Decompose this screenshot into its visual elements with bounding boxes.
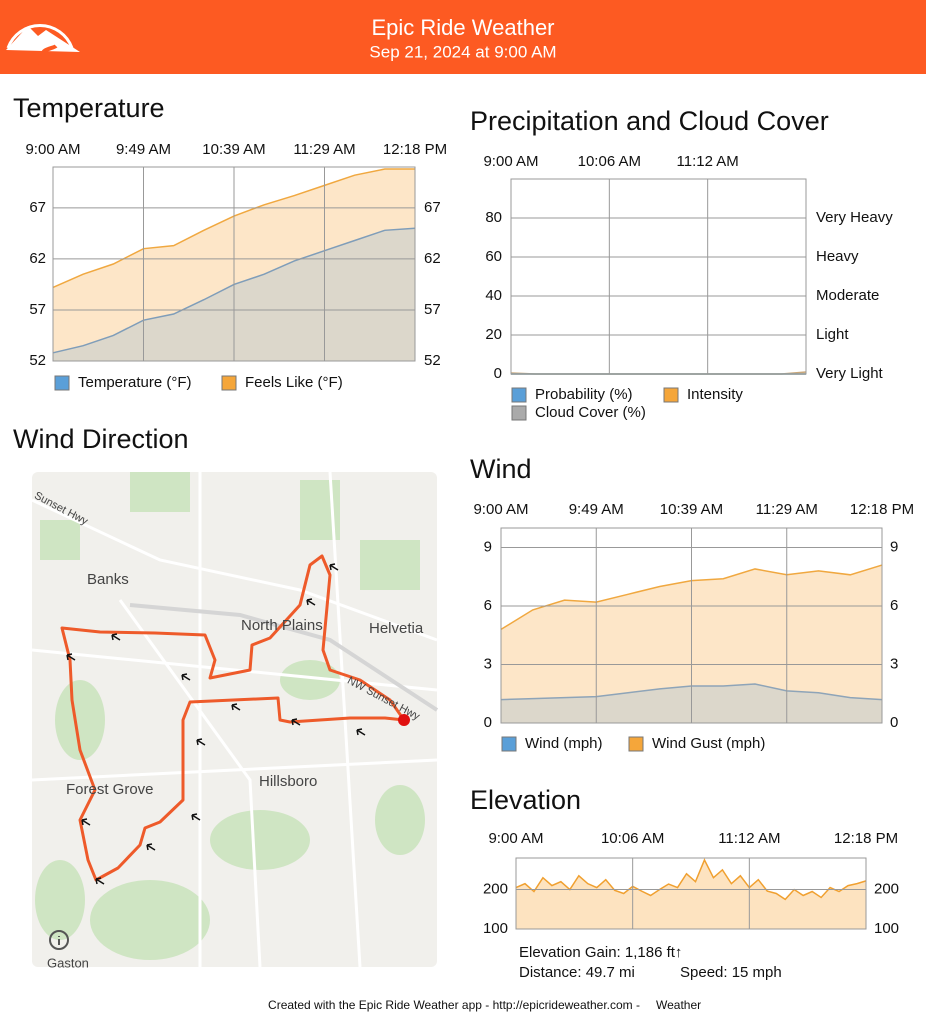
legend-label: Probability (%) [535, 386, 633, 403]
plot-border [510, 178, 807, 375]
plot-border [500, 527, 883, 724]
legend-swatch [628, 736, 644, 752]
time-label: 10:06 AM [601, 830, 664, 847]
time-label: 11:29 AM [293, 141, 355, 158]
series-line [515, 858, 867, 901]
map-label: Forest Grove [66, 781, 154, 798]
time-label: 12:18 PM [383, 141, 447, 158]
y-tick-label-right: 62 [424, 250, 441, 267]
legend-swatch [221, 375, 237, 391]
time-label: 12:18 PM [850, 501, 914, 518]
time-label: 9:49 AM [569, 501, 624, 518]
y-tick-label-right: 57 [424, 301, 441, 318]
y-tick-label: 100 [483, 920, 508, 937]
distance: Distance: 49.7 mi [519, 964, 635, 981]
y2-tick-label: Heavy [816, 248, 859, 265]
legend-label: Temperature (°F) [78, 374, 192, 391]
plot-border [52, 166, 416, 362]
y2-tick-label: Very Light [816, 365, 884, 382]
y2-tick-label: Very Heavy [816, 209, 893, 226]
map: Sunset Hwy Banks North Plains Helvetia N… [31, 471, 439, 970]
time-label: 9:00 AM [488, 830, 543, 847]
legend-swatch [663, 387, 679, 403]
time-label: 11:12 AM [677, 153, 739, 170]
time-label: 10:39 AM [202, 141, 265, 158]
time-label: 10:06 AM [578, 153, 641, 170]
map-title: Wind Direction [13, 424, 189, 454]
y-tick-label-right: 200 [874, 881, 899, 898]
time-label: 9:00 AM [473, 501, 528, 518]
y-tick-label: 9 [484, 538, 492, 555]
time-label: 9:00 AM [483, 153, 538, 170]
y-tick-label-right: 0 [890, 714, 898, 731]
y-tick-label-right: 100 [874, 920, 899, 937]
y-tick-label: 67 [29, 199, 46, 216]
legend-swatch [511, 405, 527, 421]
legend-swatch [501, 736, 517, 752]
time-label: 11:12 AM [718, 830, 780, 847]
y-tick-label: 0 [494, 365, 502, 382]
y-tick-label-right: 67 [424, 199, 441, 216]
header-bar [0, 0, 926, 74]
logo [6, 23, 80, 72]
plot-border [515, 857, 867, 930]
legend-label: Wind Gust (mph) [652, 735, 765, 752]
y-tick-label: 60 [485, 248, 502, 265]
time-label: 12:18 PM [834, 830, 898, 847]
chart-title: Wind [470, 454, 532, 484]
app-title: Epic Ride Weather [371, 15, 554, 40]
legend-label: Cloud Cover (%) [535, 404, 646, 421]
y2-tick-label: Moderate [816, 287, 879, 304]
speed: Speed: 15 mph [680, 964, 782, 981]
y-tick-label: 52 [29, 352, 46, 369]
y-tick-label-right: 6 [890, 597, 898, 614]
y-tick-label: 80 [485, 209, 502, 226]
y-tick-label: 6 [484, 597, 492, 614]
elevation-gain: Elevation Gain: 1,186 ft↑ [519, 944, 682, 961]
time-label: 9:00 AM [25, 141, 80, 158]
map-label: Gaston [47, 955, 89, 970]
footer-text: Created with the Epic Ride Weather app -… [268, 998, 640, 1012]
y-tick-label: 40 [485, 287, 502, 304]
y-tick-label: 0 [484, 714, 492, 731]
footer-brand: Weather [656, 998, 701, 1012]
map-label: Hillsboro [259, 773, 317, 790]
plot-area [510, 178, 807, 375]
time-label: 9:49 AM [116, 141, 171, 158]
chart-title: Temperature [13, 93, 165, 123]
y-tick-label: 57 [29, 301, 46, 318]
legend-swatch [54, 375, 70, 391]
y-tick-label-right: 52 [424, 352, 441, 369]
series-area [516, 859, 866, 929]
legend-label: Intensity [687, 386, 743, 403]
y-tick-label: 20 [485, 326, 502, 343]
y-tick-label: 3 [484, 655, 492, 672]
y-tick-label: 200 [483, 881, 508, 898]
time-label: 11:29 AM [756, 501, 818, 518]
y-tick-label-right: 3 [890, 655, 898, 672]
map-label: Helvetia [369, 620, 424, 637]
map-label: North Plains [241, 617, 323, 634]
chart-title: Elevation [470, 785, 581, 815]
chart-title: Precipitation and Cloud Cover [470, 106, 829, 136]
legend-swatch [511, 387, 527, 403]
app-subtitle: Sep 21, 2024 at 9:00 AM [369, 42, 556, 61]
map-label: Banks [87, 571, 129, 588]
y-tick-label-right: 9 [890, 538, 898, 555]
y-tick-label: 62 [29, 250, 46, 267]
legend-label: Wind (mph) [525, 735, 603, 752]
y2-tick-label: Light [816, 326, 849, 343]
legend-label: Feels Like (°F) [245, 374, 343, 391]
time-label: 10:39 AM [660, 501, 723, 518]
